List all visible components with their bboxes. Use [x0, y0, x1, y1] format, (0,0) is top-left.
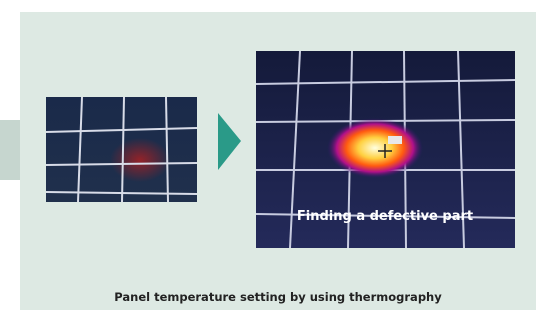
photo-left: [46, 97, 197, 202]
photo-right: Finding a defective part: [256, 51, 515, 248]
side-tab: [0, 120, 20, 180]
figure: Finding a defective part Panel temperatu…: [0, 0, 536, 329]
image-caption: Finding a defective part: [297, 209, 473, 224]
caption: Panel temperature setting by using therm…: [114, 290, 442, 304]
